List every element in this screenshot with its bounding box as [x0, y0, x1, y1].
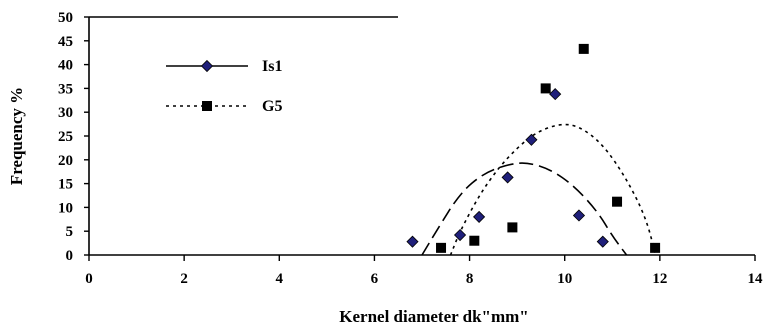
y-tick-label: 25 — [58, 129, 73, 145]
data-point-g5 — [436, 242, 447, 253]
legend: Is1 G5 — [166, 58, 282, 115]
y-tick-label: 10 — [58, 200, 73, 216]
data-markers — [406, 43, 661, 253]
x-tick-label: 2 — [180, 271, 188, 287]
y-tick-label: 50 — [58, 10, 73, 26]
x-tick-label: 14 — [748, 271, 764, 287]
data-point-g5 — [540, 83, 551, 94]
data-point-is1 — [406, 235, 419, 248]
x-tick-label: 8 — [466, 271, 474, 287]
data-point-is1 — [453, 228, 467, 242]
legend-label-g5: G5 — [262, 98, 282, 115]
data-point-is1 — [501, 171, 514, 184]
y-tick-label: 0 — [66, 248, 74, 264]
x-tick-labels: 0 2 4 6 8 10 12 14 — [85, 271, 763, 287]
trend-lines — [421, 123, 656, 256]
y-axis-title: Frequency % — [7, 87, 26, 185]
legend-marker-g5 — [202, 101, 212, 111]
y-tick-label: 15 — [58, 177, 73, 193]
y-tick-labels: 0 5 10 15 20 25 30 35 40 45 50 — [58, 10, 73, 264]
legend-label-is1: Is1 — [262, 58, 282, 75]
x-tick-label: 6 — [371, 271, 379, 287]
data-point-is1 — [525, 133, 538, 146]
legend-marker-is1 — [200, 59, 214, 73]
data-point-g5 — [650, 242, 661, 253]
data-point-is1 — [596, 235, 609, 248]
y-tick-marks — [84, 16, 89, 256]
data-point-is1 — [473, 210, 486, 223]
y-tick-label: 5 — [66, 224, 74, 240]
trend-line-is1 — [421, 162, 628, 256]
x-tick-label: 12 — [652, 271, 667, 287]
data-point-g5 — [507, 222, 518, 233]
y-tick-label: 35 — [58, 81, 73, 97]
y-tick-label: 30 — [58, 105, 73, 121]
x-tick-marks — [88, 255, 756, 261]
y-tick-label: 20 — [58, 153, 73, 169]
data-point-is1 — [572, 209, 586, 222]
data-point-g5 — [469, 235, 480, 246]
x-tick-label: 4 — [276, 271, 284, 287]
x-axis-title: Kernel diameter dk"mm" — [339, 307, 528, 326]
data-point-is1 — [549, 88, 562, 101]
data-point-g5 — [612, 196, 623, 207]
y-tick-label: 45 — [58, 34, 73, 50]
x-tick-label: 0 — [85, 271, 93, 287]
trend-line-g5 — [449, 123, 656, 256]
x-tick-label: 10 — [557, 271, 572, 287]
data-point-g5 — [578, 43, 589, 54]
y-tick-label: 40 — [58, 58, 73, 74]
